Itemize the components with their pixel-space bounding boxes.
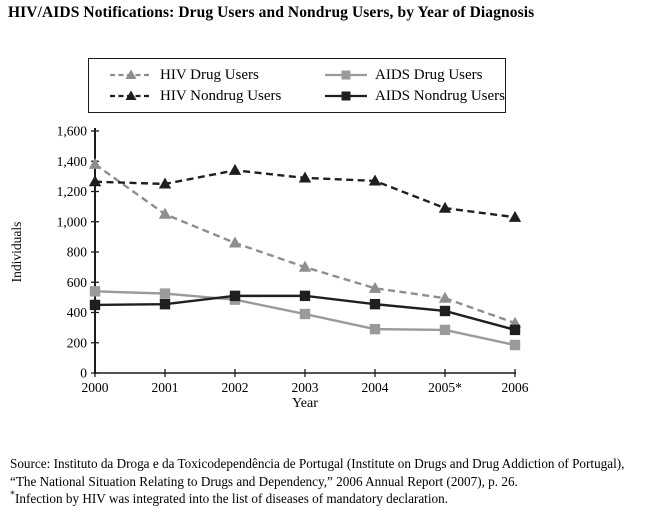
y-tick-label: 600 xyxy=(67,275,88,290)
chart-area: 0 200 400 600 800 1,000 1,200 1,400 1,600 2000 200… xyxy=(30,124,570,414)
legend-item-aids-drug-users: AIDS Drug Users xyxy=(324,66,505,84)
legend-swatch-graphic xyxy=(325,91,367,101)
y-tick-label: 1,000 xyxy=(57,214,88,229)
marker-square xyxy=(369,323,381,335)
x-tick-label: 2006 xyxy=(502,380,529,395)
marker-square xyxy=(89,286,101,297)
x-tick-label: 2005* xyxy=(428,380,462,395)
y-tick-label: 1,400 xyxy=(57,154,88,169)
x-tick-label: 2003 xyxy=(292,380,319,395)
marker-square xyxy=(299,308,311,320)
source-line-1: Source: Instituto da Droga e da Toxicode… xyxy=(10,456,625,471)
marker-square xyxy=(439,305,451,317)
x-tick-label: 2002 xyxy=(222,380,249,395)
marker-triangle xyxy=(368,174,382,186)
marker-square xyxy=(159,288,171,299)
x-tick-label: 2000 xyxy=(82,380,109,395)
legend-item-hiv-nondrug-users: HIV Nondrug Users xyxy=(109,87,324,105)
legend-swatch-aids-nondrug-users xyxy=(324,88,368,104)
marker-triangle xyxy=(88,157,102,169)
marker-square xyxy=(509,324,521,336)
marker-triangle xyxy=(228,236,242,248)
y-tick-label: 1,200 xyxy=(57,184,88,199)
y-tick-label: 200 xyxy=(67,335,88,350)
marker-triangle xyxy=(228,163,242,175)
marker-square xyxy=(229,290,241,302)
x-tick-label: 2004 xyxy=(362,380,389,395)
legend-item-hiv-drug-users: HIV Drug Users xyxy=(109,66,324,84)
footnote-asterisk: * xyxy=(10,489,15,501)
legend-label: HIV Drug Users xyxy=(160,67,259,83)
axes xyxy=(94,128,516,374)
legend-label: HIV Nondrug Users xyxy=(160,88,282,104)
y-axis-title: Individuals xyxy=(9,221,24,283)
y-axis-ticks: 0 200 400 600 800 1,000 1,200 1,400 1,600 xyxy=(57,124,99,381)
marker-triangle xyxy=(438,201,452,213)
legend-swatch-graphic xyxy=(325,70,367,80)
marker-square xyxy=(509,339,521,351)
marker-square xyxy=(439,324,451,336)
marker-square xyxy=(159,298,171,310)
marker-triangle xyxy=(88,175,102,187)
legend-swatch-graphic xyxy=(110,69,152,79)
chart-title: HIV/AIDS Notifications: Drug Users and N… xyxy=(8,4,535,21)
y-tick-label: 0 xyxy=(80,366,87,381)
marker-triangle xyxy=(508,210,522,222)
legend-swatch-hiv-nondrug-users xyxy=(109,88,153,104)
source-block: Source: Instituto da Droga e da Toxicode… xyxy=(10,455,658,508)
marker-triangle xyxy=(158,177,172,189)
marker-triangle xyxy=(298,171,312,183)
legend-label: AIDS Nondrug Users xyxy=(375,88,505,104)
footnote-line: *Infection by HIV was integrated into th… xyxy=(10,490,658,508)
series-aids-nondrug-users xyxy=(89,290,521,336)
legend-item-aids-nondrug-users: AIDS Nondrug Users xyxy=(324,87,505,105)
marker-square xyxy=(369,298,381,310)
marker-triangle xyxy=(368,281,382,293)
y-tick-label: 1,600 xyxy=(57,124,88,139)
legend-label: AIDS Drug Users xyxy=(375,67,483,83)
legend-swatch-hiv-drug-users xyxy=(109,67,153,83)
legend-swatch-graphic xyxy=(110,90,152,100)
footnote-text: Infection by HIV was integrated into the… xyxy=(15,491,448,506)
y-tick-label: 800 xyxy=(67,245,88,260)
marker-square xyxy=(89,299,101,311)
legend-swatch-aids-drug-users xyxy=(324,67,368,83)
marker-triangle xyxy=(298,260,312,272)
marker-triangle xyxy=(438,291,452,303)
marker-triangle xyxy=(158,207,172,219)
source-line-2: “The National Situation Relating to Drug… xyxy=(10,473,518,489)
x-tick-label: 2001 xyxy=(152,380,179,395)
marker-square xyxy=(299,290,311,302)
chart-legend: HIV Drug Users AIDS Drug Users HIV Nondr… xyxy=(88,58,506,113)
series-hiv-nondrug-users xyxy=(88,163,522,222)
y-tick-label: 400 xyxy=(67,305,88,320)
x-axis-ticks: 2000 2001 2002 2003 2004 2005* 2006 xyxy=(82,369,529,395)
x-axis-title: Year xyxy=(292,396,318,411)
